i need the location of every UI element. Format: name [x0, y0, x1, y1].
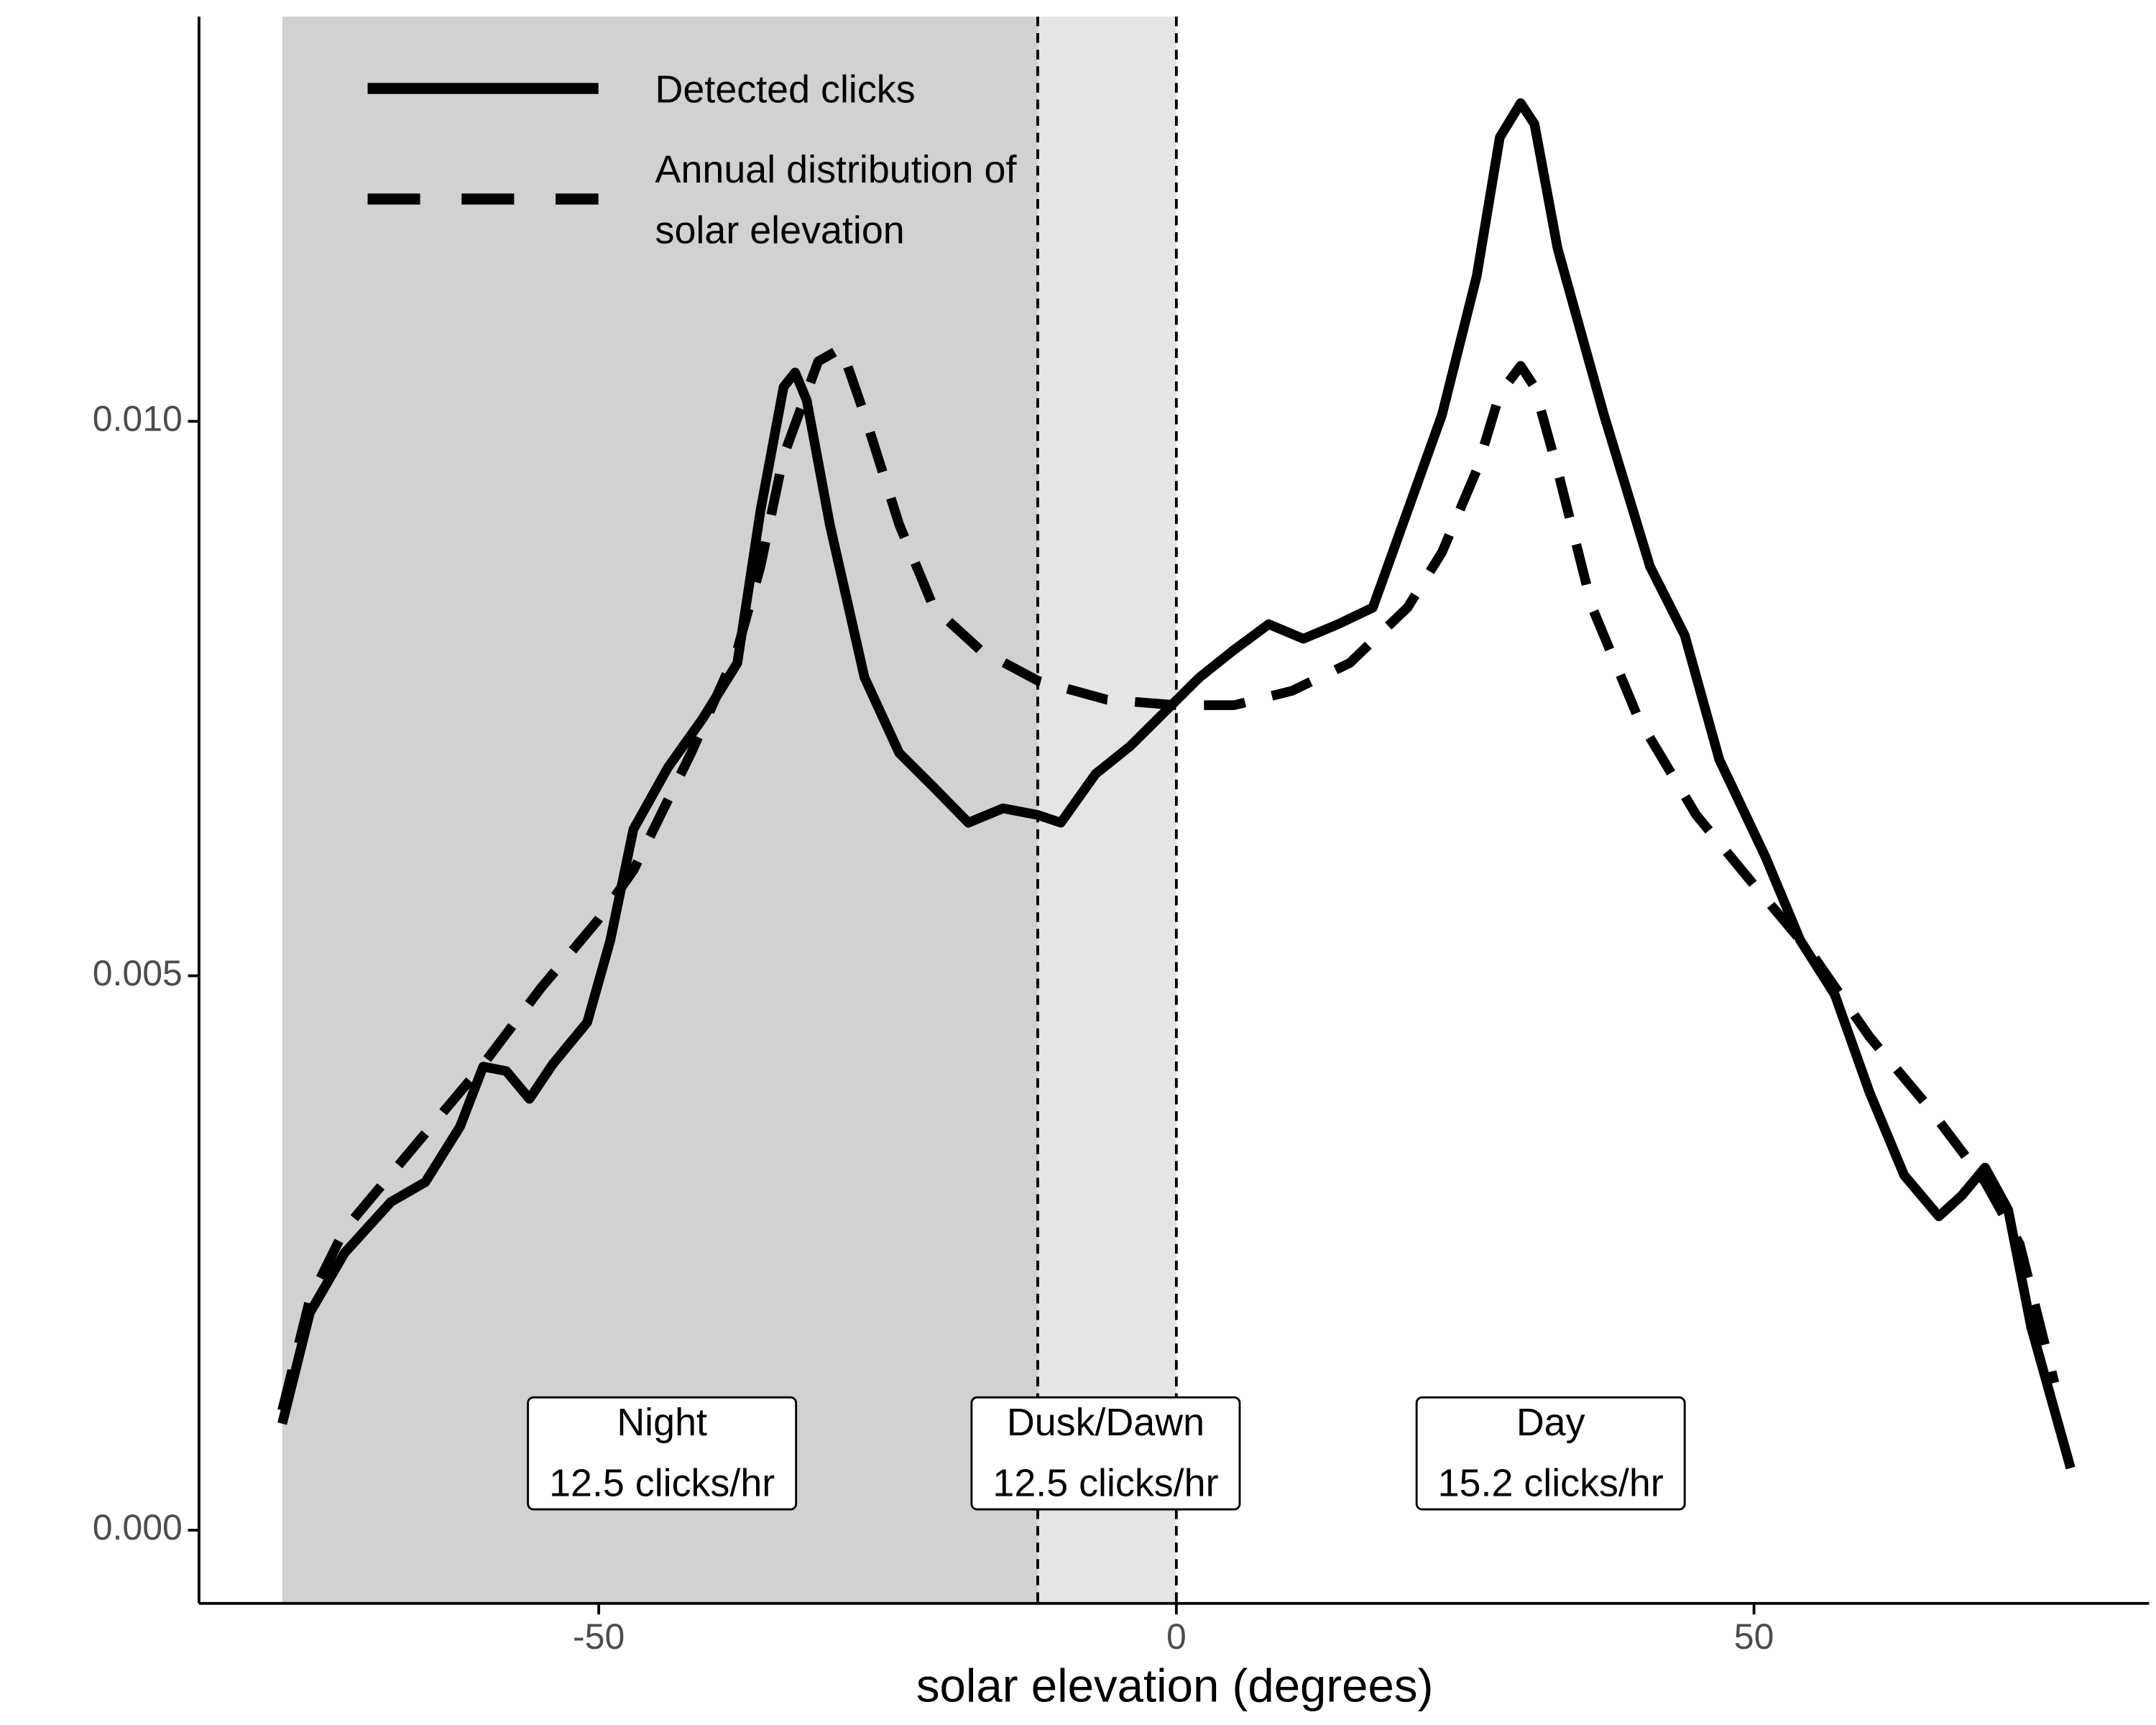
legend-entry: Detected clicks	[655, 68, 916, 111]
y-tick-label: 0.010	[93, 398, 183, 438]
legend-entry: Annual distribution of solar elevation	[655, 147, 1017, 252]
y-tick-label: 0.000	[93, 1507, 183, 1547]
shaded-region	[1037, 17, 1176, 1604]
annotation-text: Day	[1516, 1401, 1585, 1444]
annotation-text: Dusk/Dawn	[1007, 1401, 1204, 1444]
annotation-text: 12.5 clicks/hr	[992, 1462, 1218, 1505]
y-tick-label: 0.005	[93, 953, 183, 993]
annotation-box	[527, 1396, 798, 1511]
series-line	[277, 98, 2076, 1470]
x-tick-label: -50	[573, 1616, 625, 1657]
series-line	[277, 343, 2060, 1412]
annotation-text: Night	[617, 1401, 707, 1444]
annotation-text: 15.2 clicks/hr	[1438, 1462, 1664, 1505]
legend-label: Detected clicks	[655, 68, 916, 111]
x-tick-label: 0	[1166, 1616, 1187, 1657]
x-tick-label: 50	[1734, 1616, 1774, 1657]
annotation-text: 12.5 clicks/hr	[549, 1462, 775, 1505]
annotation-box	[970, 1396, 1241, 1511]
legend-label: Annual distribution of solar elevation	[655, 147, 1017, 252]
annotation-box	[1415, 1396, 1686, 1511]
x-axis-title: solar elevation (degrees)	[916, 1659, 1434, 1711]
